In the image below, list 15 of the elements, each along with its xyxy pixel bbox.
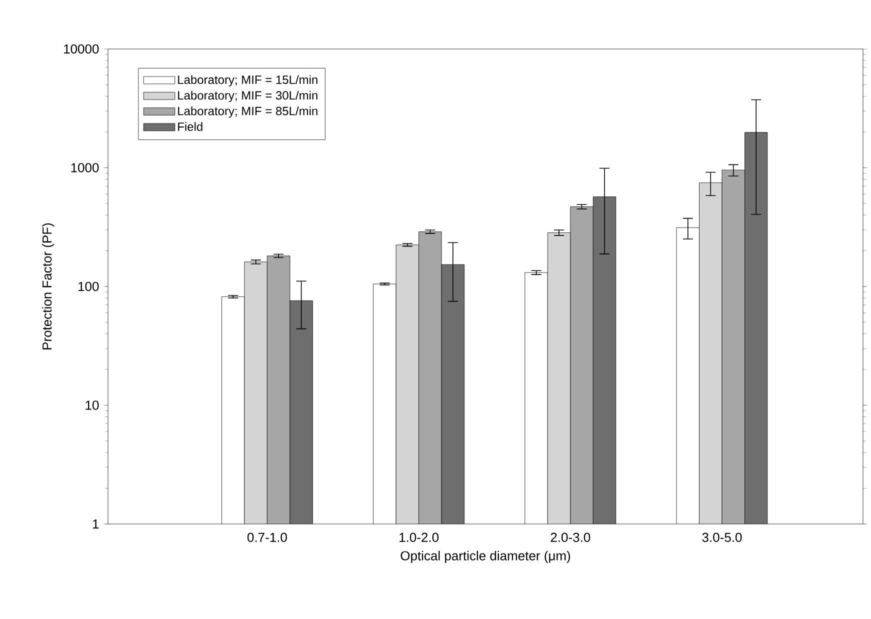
legend-label: Field <box>178 122 202 131</box>
y-tick-label: 1 <box>92 520 99 528</box>
x-tick-label: 2.0-3.0 <box>550 532 590 542</box>
x-tick-label: 1.0-2.0 <box>400 532 439 542</box>
y-tick-label: 100 <box>78 282 99 292</box>
x-tick-label: 3.0-5.0 <box>702 532 742 542</box>
legend-label: Laboratory; MIF = 85L/min <box>178 106 318 118</box>
legend-label: Laboratory; MIF = 30L/min <box>178 90 318 102</box>
y-tick-label: 10000 <box>64 44 99 54</box>
x-tick-label: 0.7-1.0 <box>247 532 287 542</box>
y-axis-title: Protection Factor (PF) <box>42 223 54 350</box>
y-tick-label: 1000 <box>71 163 99 172</box>
y-tick-label: 10 <box>86 400 99 410</box>
legend-label: Laboratory; MIF = 15L/min <box>178 75 318 86</box>
x-axis-title: Optical particle diameter (μm) <box>400 550 570 563</box>
